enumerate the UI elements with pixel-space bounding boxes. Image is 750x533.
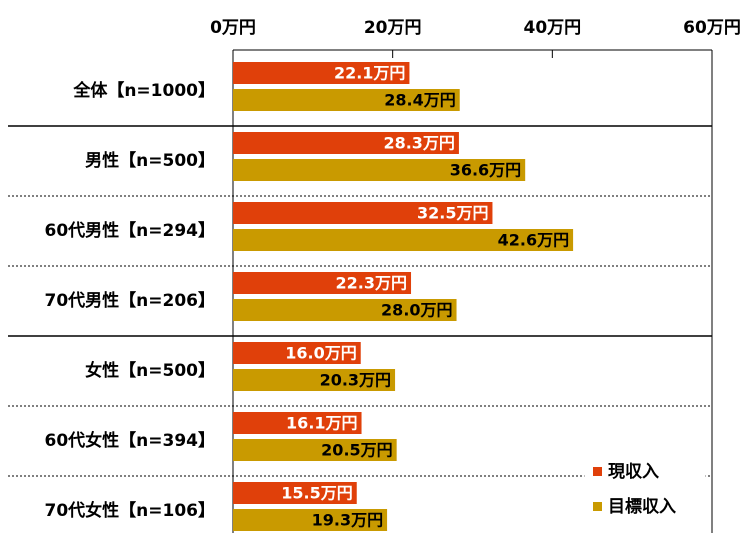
category-label: 60代男性【n=294】 [45, 220, 216, 241]
legend-label: 現収入 [608, 462, 659, 482]
bar [233, 89, 460, 111]
bar [233, 439, 397, 461]
value-label: 20.5万円 [321, 441, 392, 460]
x-tick-label: 20万円 [364, 18, 422, 38]
bar [233, 342, 361, 364]
bar [233, 132, 459, 154]
x-tick-label: 0万円 [210, 18, 256, 38]
bar [233, 412, 362, 434]
x-tick-label: 60万円 [683, 18, 741, 38]
legend-swatch [593, 502, 602, 511]
legend-label: 目標収入 [608, 496, 676, 517]
category-label: 男性【n=500】 [85, 150, 215, 171]
bar [233, 62, 410, 84]
value-label: 19.3万円 [312, 511, 383, 530]
category-label: 70代男性【n=206】 [45, 290, 216, 311]
bar [233, 202, 493, 224]
value-label: 22.1万円 [334, 64, 405, 83]
bar [233, 272, 412, 294]
value-label: 22.3万円 [336, 274, 407, 293]
value-label: 15.5万円 [281, 484, 352, 503]
value-label: 16.1万円 [286, 414, 357, 433]
bar [233, 482, 357, 504]
category-label: 女性【n=500】 [85, 360, 215, 381]
bar [233, 159, 526, 181]
bar [233, 509, 388, 531]
bar [233, 299, 457, 321]
value-label: 32.5万円 [417, 204, 488, 223]
bar [233, 229, 574, 251]
legend-swatch [593, 467, 602, 476]
value-label: 42.6万円 [498, 231, 569, 250]
category-label: 60代女性【n=394】 [45, 430, 216, 451]
value-label: 28.3万円 [383, 134, 454, 153]
bar [233, 369, 396, 391]
x-tick-label: 40万円 [523, 18, 581, 38]
legend-box [584, 454, 706, 526]
value-label: 20.3万円 [320, 371, 391, 390]
value-label: 36.6万円 [450, 161, 521, 180]
category-label: 70代女性【n=106】 [45, 500, 216, 521]
value-label: 28.0万円 [381, 301, 452, 320]
value-label: 16.0万円 [285, 344, 356, 363]
category-label: 全体【n=1000】 [72, 80, 215, 101]
value-label: 28.4万円 [384, 91, 455, 110]
